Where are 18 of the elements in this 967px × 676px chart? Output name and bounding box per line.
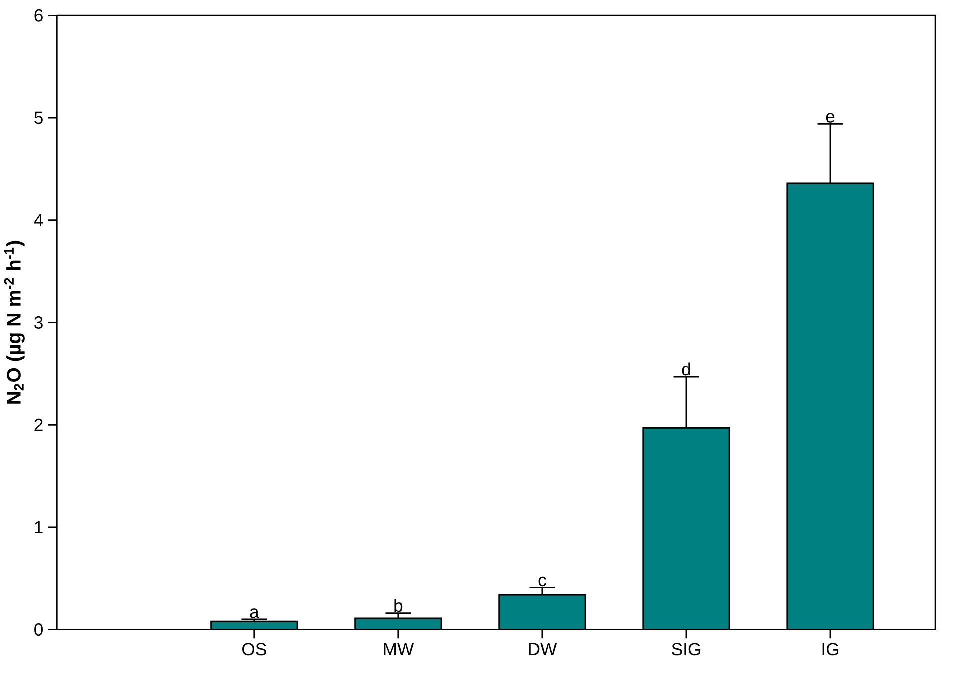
y-axis-title: N$_{2}$O (µg N m$^{-2}$ h$^{-1}$) xyxy=(4,241,25,404)
annotation: b xyxy=(394,599,403,612)
x-tick-label: DW xyxy=(529,643,558,656)
x-tick-label: SIG xyxy=(672,643,700,656)
annotation: a xyxy=(250,608,260,618)
x-tick-label: OS xyxy=(242,643,266,656)
y-tick-label: 0 xyxy=(34,624,43,636)
y-tick-label: 1 xyxy=(35,521,43,534)
y-tick-label: 4 xyxy=(34,214,44,227)
y-tick-label: 2 xyxy=(34,419,43,432)
x-tick-label: MW xyxy=(384,643,414,656)
annotation: e xyxy=(826,113,835,124)
x-tick-label: IG xyxy=(822,643,839,656)
y-tick-label: 3 xyxy=(34,316,43,330)
annotation: c xyxy=(538,577,546,587)
y-tick-label: 5 xyxy=(34,112,43,124)
annotation: d xyxy=(682,362,690,376)
y-tick-label: 6 xyxy=(34,10,43,22)
